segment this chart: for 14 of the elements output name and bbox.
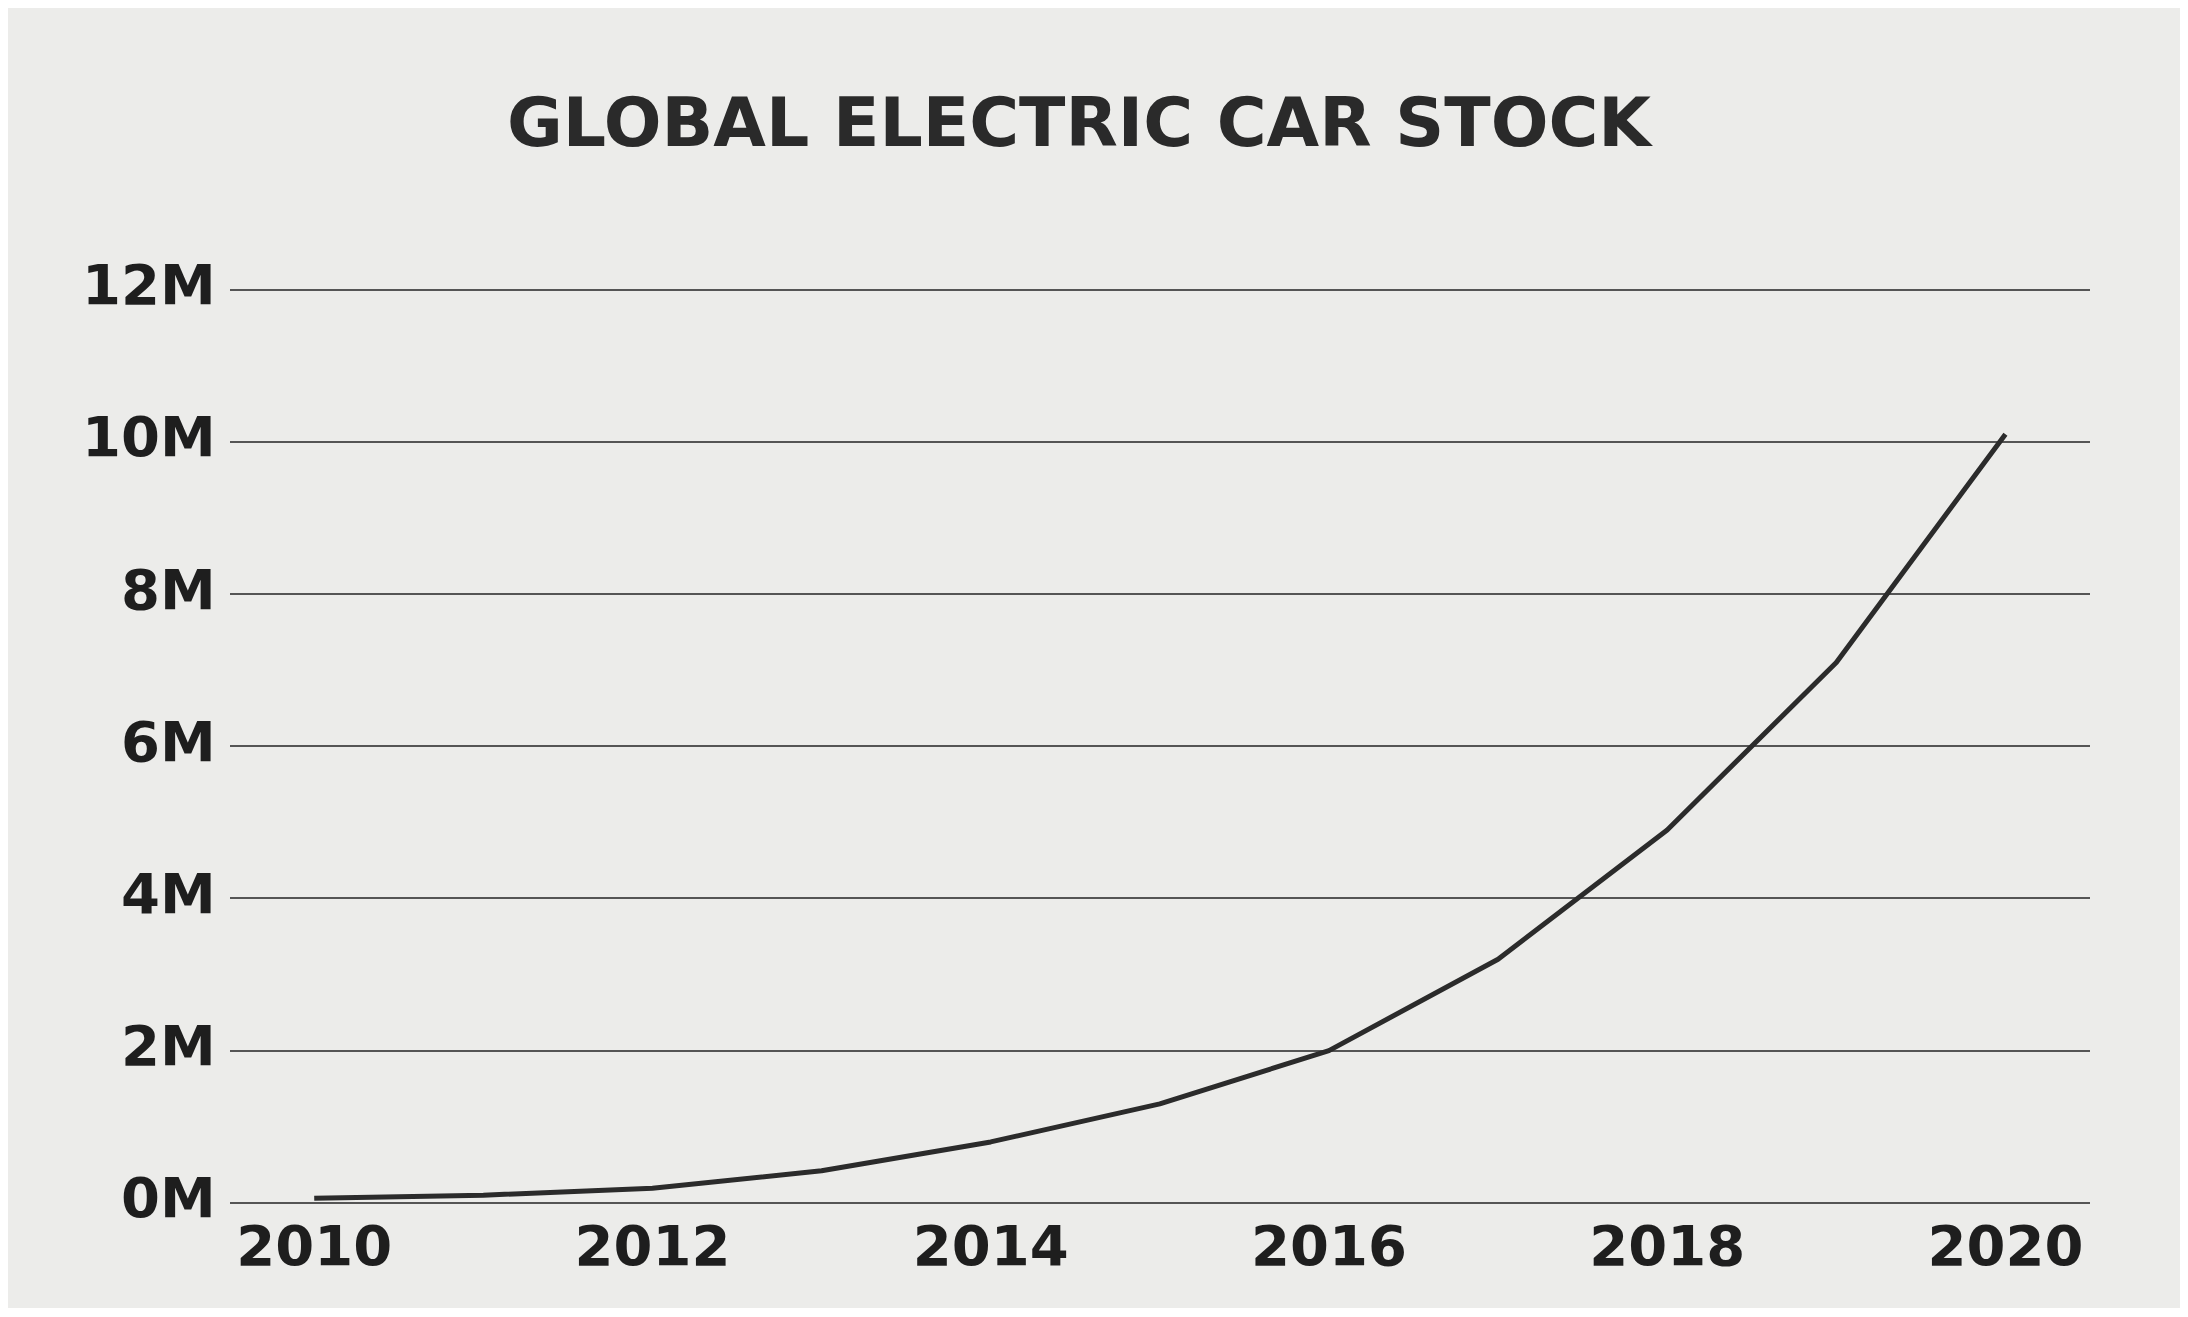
y-tick-label: 12M xyxy=(82,252,216,318)
x-tick-label: 2020 xyxy=(1927,1212,2084,1278)
y-tick-label: 8M xyxy=(120,556,216,622)
x-tick-label: 2010 xyxy=(236,1212,393,1278)
x-tick-label: 2012 xyxy=(574,1212,731,1278)
x-tick-label: 2014 xyxy=(912,1212,1069,1278)
y-tick-label: 6M xyxy=(120,708,216,774)
y-tick-label: 10M xyxy=(82,404,216,470)
y-tick-label: 0M xyxy=(120,1165,216,1231)
chart-title: GLOBAL ELECTRIC CAR STOCK xyxy=(506,83,1654,163)
y-tick-label: 2M xyxy=(120,1013,216,1079)
x-tick-label: 2018 xyxy=(1589,1212,1746,1278)
x-tick-label: 2016 xyxy=(1251,1212,1407,1278)
y-tick-label: 4M xyxy=(120,860,216,926)
